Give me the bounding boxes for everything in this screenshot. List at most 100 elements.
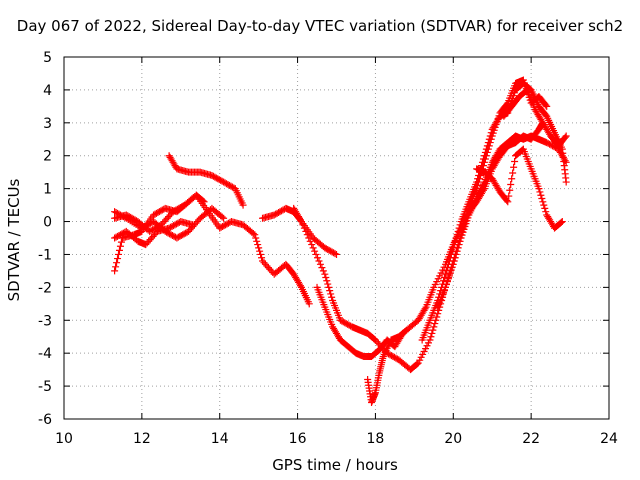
data-point [449, 257, 457, 265]
data-point [256, 247, 264, 255]
x-tick-label: 16 [289, 431, 307, 447]
data-point [413, 360, 421, 368]
y-tick-label: -6 [38, 412, 52, 428]
data-point [433, 313, 441, 321]
data-point [309, 244, 317, 252]
data-point [484, 145, 492, 153]
data-point [296, 216, 304, 224]
data-point [115, 250, 122, 258]
data-point [318, 264, 326, 272]
series-track-9 [364, 119, 547, 407]
data-point [536, 188, 544, 196]
data-point [112, 263, 120, 271]
data-point [253, 237, 261, 245]
data-point [475, 178, 483, 186]
data-point [302, 227, 310, 235]
data-point [451, 250, 459, 258]
data-point [429, 326, 437, 334]
data-point [312, 250, 320, 258]
data-point [220, 214, 228, 222]
data-point [503, 197, 511, 205]
data-point [460, 221, 468, 229]
data-point [303, 231, 311, 239]
data-point [508, 175, 516, 183]
data-point [540, 201, 548, 209]
data-point [506, 186, 514, 194]
data-point [331, 250, 339, 258]
data-point [249, 229, 257, 237]
data-point [461, 218, 469, 226]
data-point [442, 280, 450, 288]
data-point [305, 300, 313, 308]
data-point [428, 329, 436, 337]
chart-title: Day 067 of 2022, Sidereal Day-to-day VTE… [16, 17, 624, 35]
y-tick-label: 2 [43, 149, 52, 165]
data-point [454, 241, 462, 249]
data-point [421, 305, 429, 313]
data-point [315, 257, 323, 265]
data-point [257, 250, 265, 258]
data-point [562, 178, 570, 186]
data-point [325, 283, 333, 291]
series-track-12 [473, 145, 566, 232]
data-marks [111, 76, 570, 407]
data-point [480, 158, 488, 166]
data-point [455, 237, 463, 245]
data-point [445, 270, 453, 278]
data-point [324, 280, 332, 288]
data-point [507, 181, 515, 189]
data-point [427, 333, 435, 341]
data-point [543, 102, 551, 110]
data-point [503, 100, 511, 108]
data-point [562, 132, 570, 140]
data-point [464, 208, 472, 216]
data-point [314, 254, 322, 262]
data-point [511, 157, 519, 165]
data-point [509, 169, 517, 177]
y-tick-label: -5 [38, 379, 52, 395]
data-point [485, 142, 493, 150]
data-point [463, 211, 471, 219]
data-point [111, 267, 119, 275]
data-point [442, 283, 449, 291]
data-point [188, 221, 196, 229]
data-point [538, 195, 546, 203]
data-point [479, 186, 487, 194]
data-point [321, 270, 329, 278]
y-tick-label: -1 [38, 247, 52, 263]
data-point [456, 234, 464, 242]
data-point [458, 227, 466, 235]
data-point [430, 323, 438, 331]
data-point [296, 282, 304, 290]
data-point [561, 133, 569, 141]
x-tick-label: 24 [600, 431, 618, 447]
data-point [255, 244, 263, 252]
data-point [311, 247, 319, 255]
data-point [218, 213, 226, 221]
data-point [447, 264, 455, 272]
data-point [258, 254, 266, 262]
data-point [323, 277, 331, 285]
data-point [452, 247, 460, 255]
data-point [116, 242, 124, 250]
data-point [254, 241, 262, 249]
y-tick-label: 5 [43, 50, 52, 66]
data-point [432, 316, 440, 324]
x-axis-label: GPS time / hours [272, 456, 398, 474]
data-point [199, 197, 207, 205]
plot-frame [63, 56, 610, 420]
data-point [542, 208, 550, 216]
data-point [319, 267, 327, 275]
data-point [535, 185, 543, 193]
data-point [431, 320, 439, 328]
data-point [251, 231, 259, 239]
data-point [443, 277, 451, 285]
data-point [444, 273, 452, 281]
x-tick-label: 18 [367, 431, 385, 447]
data-point [450, 254, 458, 262]
data-point [481, 155, 489, 163]
data-point [474, 181, 482, 189]
data-point [239, 201, 247, 209]
data-point [537, 191, 545, 199]
